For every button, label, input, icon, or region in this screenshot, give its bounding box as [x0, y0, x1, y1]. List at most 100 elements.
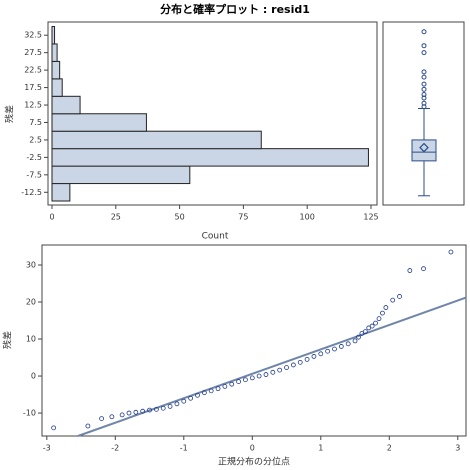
point [160, 405, 166, 411]
x-tick-label: 3 [455, 444, 460, 453]
point [345, 341, 351, 347]
bar [51, 95, 81, 115]
bar [51, 25, 56, 45]
y-tick-label: -12.5 [21, 188, 42, 197]
y-tick-label: -10 [23, 409, 36, 418]
outlier [421, 74, 427, 80]
point [229, 381, 235, 387]
point [376, 316, 382, 322]
point [362, 329, 368, 335]
x-tick-label: -3 [43, 444, 51, 453]
bar [51, 43, 58, 62]
point [256, 373, 262, 379]
x-tick-label: 75 [238, 213, 248, 222]
point [85, 423, 91, 429]
y-tick-label: 12.5 [24, 101, 42, 110]
point [383, 305, 389, 310]
point [147, 407, 152, 413]
y-tick-label: 0 [31, 372, 36, 381]
y-tick-label: 27.5 [24, 48, 42, 57]
point [270, 369, 276, 375]
point [188, 395, 194, 401]
point [263, 372, 269, 377]
point [119, 412, 125, 418]
point [222, 383, 228, 389]
y-tick-label: 17.5 [24, 83, 42, 92]
y-tick-label: 22.5 [24, 66, 42, 75]
point [304, 356, 310, 362]
point [208, 388, 214, 394]
outlier [421, 81, 427, 87]
point [215, 386, 221, 392]
box-frame [382, 21, 465, 206]
point [407, 268, 413, 273]
outlier [421, 95, 427, 101]
outlier [421, 86, 427, 92]
x-tick-label: 2 [387, 444, 392, 453]
x-tick-label: 100 [300, 213, 315, 222]
bar [51, 148, 369, 167]
point [297, 359, 303, 365]
outlier [421, 100, 427, 106]
x-tick-label: -2 [111, 444, 119, 453]
point [109, 414, 115, 420]
point [153, 406, 159, 412]
bar [51, 130, 262, 150]
point [236, 379, 241, 384]
point [311, 354, 317, 359]
outlier [421, 29, 427, 35]
bar [51, 60, 61, 80]
point [174, 401, 180, 407]
reference-line [77, 296, 467, 437]
outlier [421, 92, 427, 98]
box [411, 139, 437, 162]
y-tick-label: 30 [26, 260, 36, 269]
point [380, 310, 385, 316]
mean [419, 142, 429, 153]
point [352, 338, 358, 344]
chart-title: 分布と確率プロット : resid1 [160, 2, 310, 16]
x-tick-label: 125 [363, 213, 378, 222]
x-tick-label: 1 [318, 444, 323, 453]
point [277, 367, 283, 373]
point [133, 409, 139, 415]
y-tick-label: 10 [26, 335, 36, 344]
y-tick-label: 7.5 [29, 118, 42, 127]
x-tick-label: -1 [180, 444, 188, 453]
point [421, 266, 426, 272]
y-tick-label: -7.5 [26, 170, 42, 179]
x-tick-label: 0 [49, 213, 54, 222]
y-tick-label: 20 [26, 298, 36, 307]
point [356, 334, 361, 340]
qq-frame [41, 244, 467, 437]
point [369, 323, 375, 329]
point [181, 398, 187, 404]
point [201, 390, 207, 396]
bar [51, 113, 147, 132]
point [290, 362, 296, 368]
x-tick-label: 50 [175, 213, 185, 222]
point [284, 365, 289, 370]
x-tick-label: 0 [250, 444, 255, 453]
point [397, 294, 402, 299]
point [167, 403, 173, 409]
outlier [421, 104, 427, 110]
point [448, 249, 454, 255]
point [249, 375, 255, 381]
y-tick-label: 2.5 [29, 135, 42, 144]
bar [51, 78, 63, 97]
point [318, 351, 324, 357]
hist-frame [47, 21, 378, 206]
bar [51, 183, 71, 202]
point [140, 408, 146, 414]
point [126, 410, 132, 416]
point [243, 377, 248, 383]
point [332, 346, 337, 352]
outlier [421, 69, 427, 75]
bar [51, 165, 191, 185]
point [390, 297, 396, 303]
point [99, 416, 104, 422]
point [51, 425, 57, 431]
outlier [421, 50, 427, 56]
x-axis-label: 正規分布の分位点 [218, 456, 290, 468]
